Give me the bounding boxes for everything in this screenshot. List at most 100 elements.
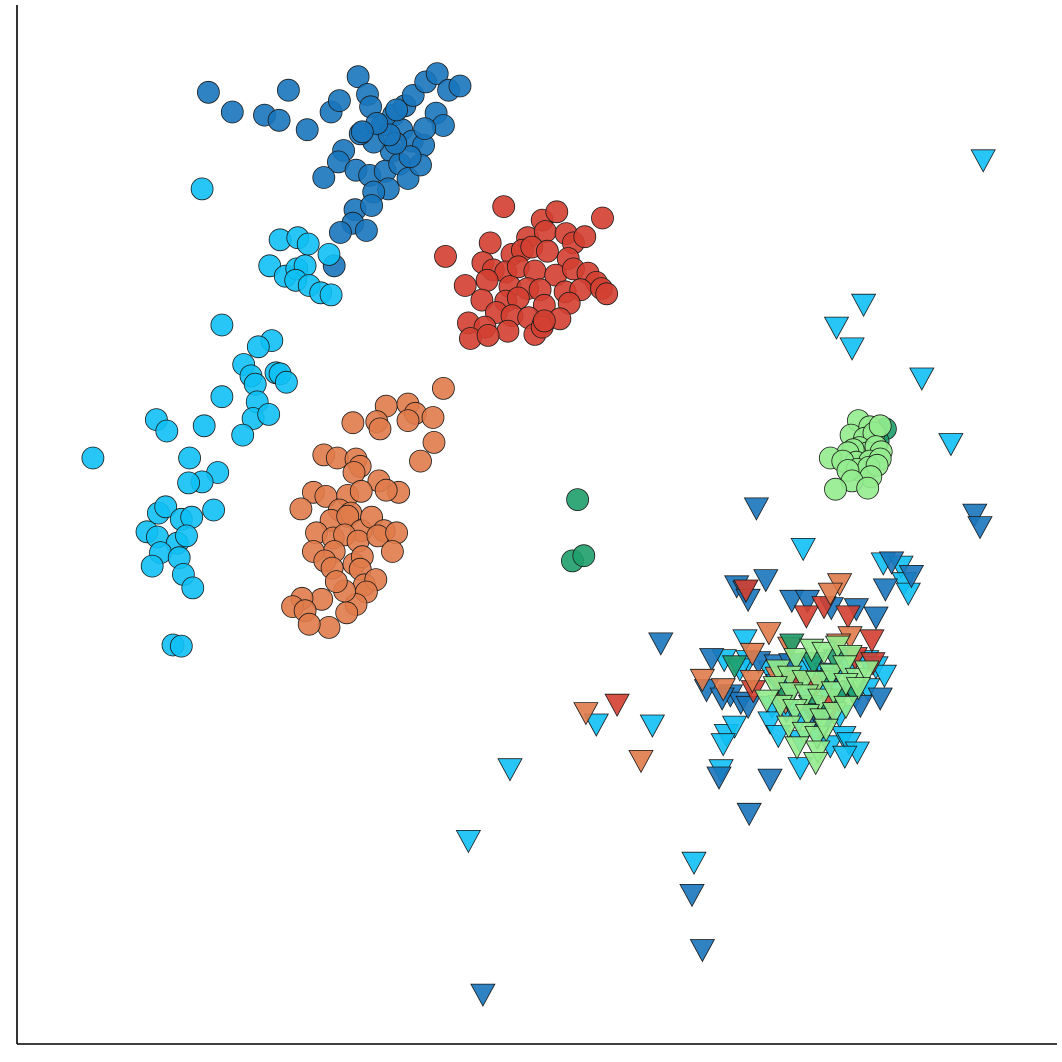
circle-point xyxy=(177,471,201,495)
circle-point xyxy=(532,309,556,333)
circle-point xyxy=(181,576,205,600)
circle-point xyxy=(267,108,291,132)
triangle-point xyxy=(832,655,858,679)
circle-point xyxy=(824,477,847,501)
triangle-point xyxy=(813,718,839,743)
triangle-point xyxy=(779,633,805,657)
circle-point xyxy=(276,78,300,102)
triangle-point xyxy=(962,503,988,527)
circle-point xyxy=(346,65,370,89)
circle-point xyxy=(81,446,105,470)
circle-point xyxy=(349,479,373,503)
circle-point xyxy=(421,406,445,429)
circle-point xyxy=(327,89,351,112)
circle-point xyxy=(341,411,365,435)
circle-point xyxy=(169,634,193,658)
circle-point xyxy=(434,244,457,268)
triangle-point xyxy=(863,606,889,630)
circle-point xyxy=(210,313,234,337)
triangle-point xyxy=(765,725,791,749)
circle-point xyxy=(431,114,455,137)
circle-point xyxy=(398,145,422,169)
circle-point xyxy=(572,544,596,568)
triangle-point xyxy=(938,433,964,457)
triangle-point xyxy=(779,589,805,614)
circle-point xyxy=(178,446,202,470)
circle-point xyxy=(385,98,409,122)
triangle-point xyxy=(706,766,732,790)
triangle-point xyxy=(832,745,858,770)
triangle-point xyxy=(854,660,880,684)
circle-point xyxy=(350,120,374,144)
triangle-point xyxy=(845,677,872,701)
circle-point xyxy=(374,478,398,502)
triangle-point xyxy=(699,648,725,672)
circle-point xyxy=(324,570,348,593)
triangle-point xyxy=(733,579,759,603)
triangle-point xyxy=(787,757,813,781)
circle-point xyxy=(496,319,520,343)
triangle-point xyxy=(835,605,861,629)
circle-point xyxy=(317,616,341,639)
triangle-point xyxy=(743,497,770,521)
circle-point xyxy=(354,219,378,242)
triangle-point xyxy=(898,565,925,589)
triangle-point xyxy=(604,693,630,718)
triangle-point xyxy=(793,605,820,629)
circle-point xyxy=(140,554,164,578)
circle-point xyxy=(297,612,321,636)
triangle-point xyxy=(710,678,736,702)
triangle-point xyxy=(721,655,748,679)
triangle-point xyxy=(497,758,523,782)
triangle-point xyxy=(823,316,850,340)
circle-point xyxy=(595,282,619,306)
circle-point xyxy=(220,100,244,124)
triangle-point xyxy=(583,713,609,737)
circle-point xyxy=(422,430,446,454)
triangle-point xyxy=(783,648,809,672)
circle-point xyxy=(295,118,319,142)
triangle-point xyxy=(878,551,905,575)
circle-point xyxy=(492,195,516,219)
triangle-point xyxy=(628,750,654,774)
triangle-point xyxy=(754,689,780,713)
triangle-point xyxy=(757,711,783,735)
circle-point xyxy=(425,62,449,85)
circle-point xyxy=(856,476,880,500)
triangle-point xyxy=(679,884,705,908)
triangle-point xyxy=(872,578,899,602)
triangle-point xyxy=(689,939,716,963)
triangle-point xyxy=(850,293,877,318)
triangle-point xyxy=(648,632,674,656)
circle-point xyxy=(312,166,336,189)
circle-point xyxy=(335,601,359,625)
triangle-point xyxy=(867,687,893,711)
triangle-point xyxy=(790,538,816,562)
circle-point xyxy=(319,283,343,307)
circle-point xyxy=(202,498,226,522)
circle-point xyxy=(591,206,614,230)
circle-point xyxy=(368,417,392,441)
circle-point xyxy=(192,414,216,438)
circle-point xyxy=(154,495,178,519)
circle-point xyxy=(431,376,455,400)
triangle-point xyxy=(784,736,810,760)
triangle-point xyxy=(573,702,599,726)
circle-point xyxy=(573,225,597,249)
circle-point xyxy=(413,117,437,141)
circle-point xyxy=(210,385,234,409)
triangle-point xyxy=(895,582,921,606)
circle-point xyxy=(453,274,477,297)
triangle-point xyxy=(757,768,783,792)
circle-point xyxy=(360,194,384,217)
circle-point xyxy=(409,449,432,473)
circle-point xyxy=(317,242,341,266)
circle-point xyxy=(196,80,220,104)
circle-point xyxy=(396,409,420,433)
circle-point xyxy=(476,323,500,347)
circle-point xyxy=(545,200,569,224)
triangle-point xyxy=(739,642,765,667)
triangle-point xyxy=(470,983,496,1007)
circle-point xyxy=(274,370,298,394)
